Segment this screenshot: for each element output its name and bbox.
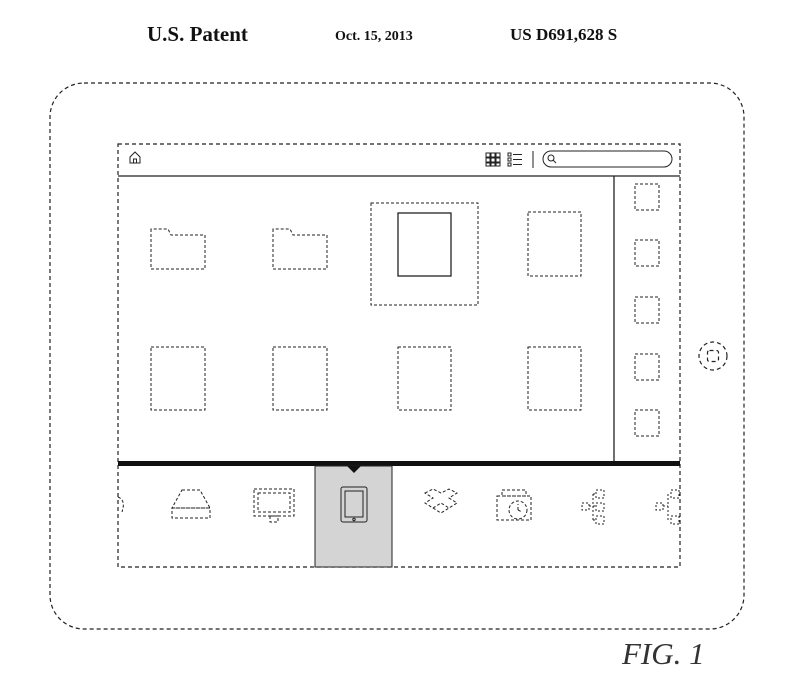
- figure-label: FIG. 1: [622, 636, 705, 672]
- device-outline: [50, 83, 744, 629]
- document-icon[interactable]: [273, 347, 327, 410]
- monitor-icon[interactable]: [254, 489, 294, 522]
- home-icon[interactable]: [130, 152, 140, 163]
- network-icon-partial[interactable]: [656, 490, 679, 524]
- document-icon[interactable]: [398, 347, 451, 410]
- document-icon[interactable]: [151, 347, 205, 410]
- document-icon[interactable]: [528, 347, 581, 410]
- drive-icon[interactable]: [172, 490, 210, 518]
- selected-item-highlight: [371, 203, 478, 305]
- timemachine-icon[interactable]: [497, 490, 531, 520]
- folder-icon[interactable]: [273, 229, 327, 269]
- sidebar-thumb[interactable]: [635, 184, 659, 210]
- home-button[interactable]: [699, 342, 727, 370]
- screen-outline: [118, 144, 680, 567]
- list-view-icon[interactable]: [508, 153, 522, 166]
- sidebar-thumb[interactable]: [635, 354, 659, 380]
- selected-document-icon[interactable]: [398, 213, 451, 276]
- dock-divider: [118, 461, 680, 466]
- sidebar-thumb[interactable]: [635, 297, 659, 323]
- document-icon[interactable]: [528, 212, 581, 276]
- network-icon[interactable]: [582, 490, 604, 524]
- dropbox-icon[interactable]: [425, 489, 457, 513]
- sidebar-thumb[interactable]: [635, 240, 659, 266]
- partial-icon[interactable]: [118, 497, 123, 512]
- home-button-icon: [708, 351, 719, 362]
- search-field[interactable]: [543, 151, 672, 167]
- sidebar-thumb[interactable]: [635, 410, 659, 436]
- folder-icon[interactable]: [151, 229, 205, 269]
- grid-view-icon[interactable]: [486, 153, 500, 166]
